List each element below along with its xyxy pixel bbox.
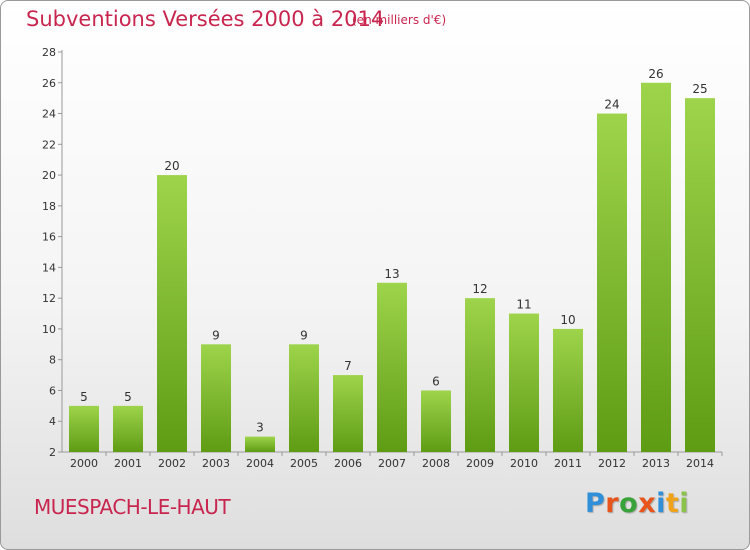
data-label-2011: 10	[560, 313, 575, 327]
data-label-2004: 3	[256, 421, 264, 435]
bar-2011	[553, 328, 583, 452]
bar-2014	[685, 98, 715, 453]
x-tick-label: 2007	[378, 457, 406, 470]
bar-2013	[641, 82, 671, 453]
data-label-2001: 5	[124, 390, 132, 404]
unit-note: (en milliers d'€)	[352, 13, 447, 27]
x-tick-label: 2010	[510, 457, 538, 470]
logo-letter: r	[605, 488, 620, 519]
data-label-2008: 6	[432, 374, 440, 388]
y-tick-label: 22	[42, 138, 56, 151]
data-label-2012: 24	[604, 98, 619, 112]
x-tick-label: 2009	[466, 457, 494, 470]
proxiti-logo: Proxiti	[585, 488, 689, 519]
data-label-2003: 9	[212, 328, 220, 342]
y-tick-label: 12	[42, 292, 56, 305]
x-tick-label: 2011	[554, 457, 582, 470]
data-label-2009: 12	[472, 282, 487, 296]
x-tick-label: 2005	[290, 457, 318, 470]
y-tick-label: 16	[42, 231, 56, 244]
x-tick-label: 2001	[114, 457, 142, 470]
logo-letter: o	[619, 488, 639, 519]
y-tick-label: 14	[42, 261, 56, 274]
data-label-2007: 13	[384, 267, 399, 281]
data-label-2006: 7	[344, 359, 352, 373]
x-tick-label: 2006	[334, 457, 362, 470]
x-tick-label: 2000	[70, 457, 98, 470]
y-tick-label: 18	[42, 200, 56, 213]
y-tick-label: 8	[49, 354, 56, 367]
bar-2001	[113, 405, 143, 452]
y-tick-label: 10	[42, 323, 56, 336]
bars	[69, 82, 715, 453]
chart-title: Subventions Versées 2000 à 2014	[26, 7, 385, 31]
y-tick-label: 20	[42, 169, 56, 182]
bar-2002	[157, 175, 187, 453]
x-tick-label: 2013	[642, 457, 670, 470]
data-label-2002: 20	[164, 159, 179, 173]
logo-letter: t	[665, 488, 680, 519]
bar-2004	[245, 436, 275, 452]
bar-2006	[333, 375, 363, 452]
logo-letter: i	[656, 488, 666, 519]
x-tick-label: 2002	[158, 457, 186, 470]
place-name: MUESPACH-LE-HAUT	[34, 495, 231, 519]
x-tick-label: 2004	[246, 457, 274, 470]
logo-letter: x	[638, 488, 657, 519]
logo-letter: i	[679, 488, 690, 519]
y-tick-label: 2	[49, 446, 56, 459]
data-label-2000: 5	[80, 390, 88, 404]
y-tick-label: 4	[49, 415, 56, 428]
y-tick-label: 24	[42, 108, 56, 121]
x-tick-label: 2008	[422, 457, 450, 470]
y-tick-label: 6	[49, 384, 56, 397]
data-labels: 5 5 20 9 3 9 7 13 6 12 11 10 24 26 25	[80, 67, 707, 435]
bar-2003	[201, 344, 231, 452]
logo-letter: P	[585, 488, 606, 519]
y-tick-label: 28	[42, 46, 56, 59]
bar-2012	[597, 113, 627, 453]
x-tick-label: 2012	[598, 457, 626, 470]
bar-2007	[377, 282, 407, 452]
x-tick-label: 2003	[202, 457, 230, 470]
bar-2008	[421, 390, 451, 452]
data-label-2014: 25	[692, 82, 707, 96]
bar-2000	[69, 405, 99, 452]
x-tick-label: 2014	[686, 457, 714, 470]
data-label-2013: 26	[648, 67, 663, 81]
bar-2009	[465, 298, 495, 452]
bar-2010	[509, 313, 539, 452]
y-tick-label: 26	[42, 77, 56, 90]
data-label-2010: 11	[516, 298, 531, 312]
bar-2005	[289, 344, 319, 452]
data-label-2005: 9	[300, 328, 308, 342]
